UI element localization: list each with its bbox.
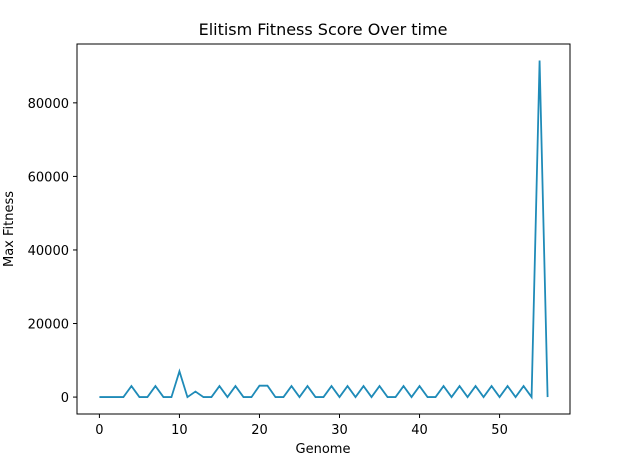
x-tick-label: 10 [171,423,188,438]
chart-title: Elitism Fitness Score Over time [199,20,448,39]
x-tick-label: 0 [95,423,103,438]
x-axis-label: Genome [296,442,351,457]
x-tick-label: 40 [411,423,428,438]
x-tick-label: 30 [331,423,348,438]
y-tick-label: 80000 [28,97,69,112]
x-axis-ticks: 0 10 20 30 40 50 [95,414,508,438]
x-tick-label: 20 [251,423,268,438]
series-layer [99,60,549,400]
y-tick-label: 20000 [28,318,69,333]
y-tick-label: 60000 [28,170,69,185]
y-tick-label: 0 [61,391,69,406]
plot-frame [76,43,571,415]
y-axis-label: Max Fitness [2,191,17,267]
y-axis-ticks: 0 20000 40000 60000 80000 [28,97,77,406]
series-line-0 [99,60,549,400]
y-tick-label: 40000 [28,244,69,259]
x-tick-label: 50 [491,423,508,438]
plot-area: 0 10 20 30 40 50 0 20000 40000 60000 80000 [28,43,571,438]
